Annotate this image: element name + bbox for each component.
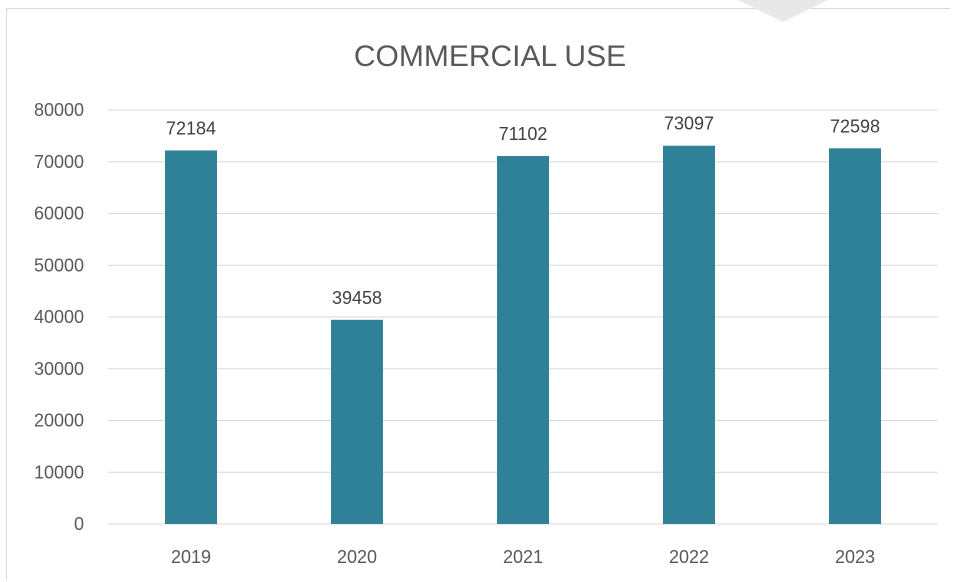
y-tick-label: 20000 [34, 411, 84, 431]
x-tick-label-2019: 2019 [171, 547, 211, 567]
corner-triangle [738, 0, 828, 22]
y-tick-label: 50000 [34, 255, 84, 275]
y-tick-label: 10000 [34, 462, 84, 482]
data-label-2019: 72184 [166, 118, 216, 138]
chart-title: COMMERCIAL USE [354, 40, 626, 73]
bar-2022 [663, 145, 715, 524]
y-tick-label: 0 [74, 514, 84, 534]
y-axis-ticks: 0 10000 20000 30000 40000 50000 60000 70000 8000… [34, 100, 84, 534]
x-tick-label-2022: 2022 [669, 547, 709, 567]
x-tick-label-2020: 2020 [337, 547, 377, 567]
x-tick-label-2023: 2023 [835, 547, 875, 567]
bar-2023 [829, 148, 881, 524]
data-label-2023: 72598 [830, 116, 880, 136]
y-tick-label: 80000 [34, 100, 84, 120]
y-tick-label: 70000 [34, 152, 84, 172]
data-labels: 72184 39458 71102 73097 72598 [166, 114, 880, 308]
x-tick-label-2021: 2021 [503, 547, 543, 567]
y-tick-label: 60000 [34, 204, 84, 224]
bar-2020 [331, 319, 383, 524]
data-label-2021: 71102 [499, 124, 548, 144]
bars [165, 145, 881, 524]
y-tick-label: 30000 [34, 359, 84, 379]
x-axis-ticks: 2019 2020 2021 2022 2023 [171, 547, 875, 567]
y-tick-label: 40000 [34, 307, 84, 327]
chart-area [6, 8, 950, 580]
data-label-2022: 73097 [664, 114, 714, 134]
bar-2021 [497, 156, 549, 524]
bar-2019 [165, 150, 217, 524]
data-label-2020: 39458 [332, 288, 382, 308]
